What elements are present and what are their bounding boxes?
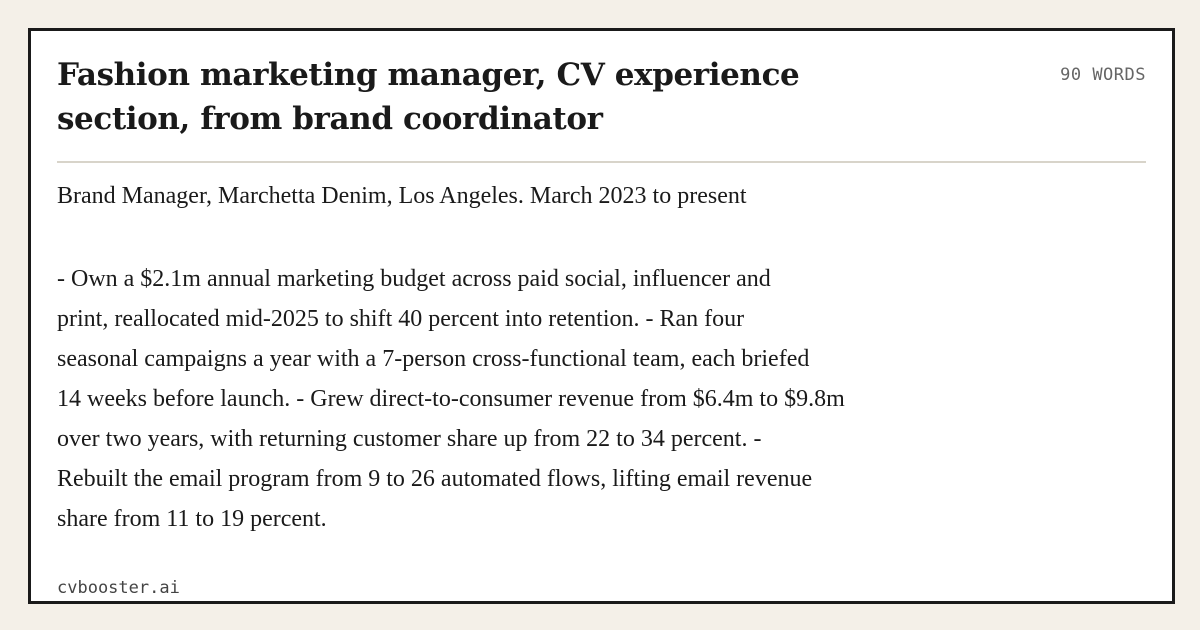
role-heading: Brand Manager, Marchetta Denim, Los Ange… <box>57 183 747 209</box>
body-line: print, reallocated mid-2025 to shift 40 … <box>57 306 745 332</box>
word-count-badge: 90 WORDS <box>1060 65 1146 85</box>
body-line: Rebuilt the email program from 9 to 26 a… <box>57 466 813 492</box>
header-divider <box>57 161 1146 163</box>
cv-card: Fashion marketing manager, CV experience… <box>28 28 1175 604</box>
card-title: Fashion marketing manager, CV experience… <box>57 57 800 137</box>
body-line: over two years, with returning customer … <box>57 426 762 452</box>
body-line: - Own a $2.1m annual marketing budget ac… <box>57 266 771 292</box>
body-line: share from 11 to 19 percent. <box>57 506 327 532</box>
experience-body: - Own a $2.1m annual marketing budget ac… <box>57 259 1057 539</box>
body-line: 14 weeks before launch. - Grew direct-to… <box>57 386 845 412</box>
body-line: seasonal campaigns a year with a 7-perso… <box>57 346 810 372</box>
footer-brand: cvbooster.ai <box>57 578 180 598</box>
